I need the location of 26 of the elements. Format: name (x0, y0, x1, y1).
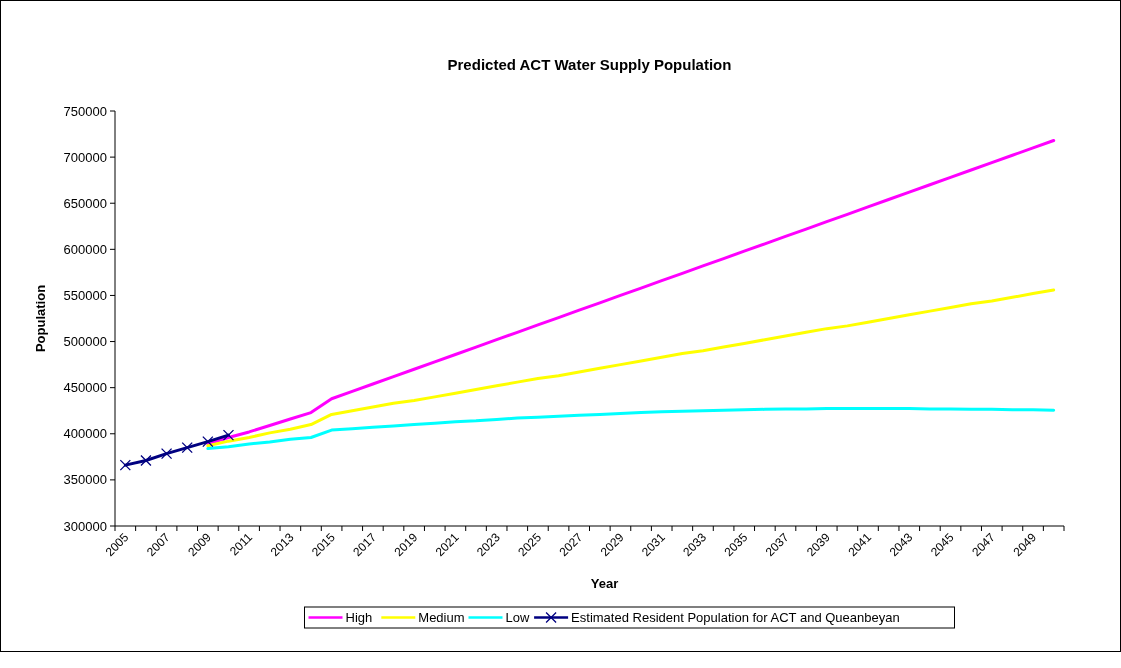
point (181, 441, 193, 454)
y-tick-label: 500000 (63, 334, 107, 350)
legend-label: High (345, 610, 373, 626)
legend-label: Low (505, 610, 530, 626)
y-tick-label: 600000 (63, 241, 107, 257)
point (119, 459, 131, 471)
y-tick-label: 350000 (63, 472, 107, 488)
y-tick-label: 550000 (63, 287, 107, 303)
x-axis-title: Year (590, 576, 619, 591)
y-tick-label: 450000 (63, 380, 107, 396)
y-tick-label: 700000 (63, 149, 107, 165)
line-series (206, 288, 1056, 448)
point (222, 429, 235, 441)
y-tick-label: 750000 (63, 103, 107, 119)
point (160, 447, 173, 460)
y-axis-title: Population (33, 284, 48, 353)
line-series (206, 406, 1056, 451)
y-tick-label: 300000 (63, 518, 107, 534)
legend-label: Medium (418, 610, 465, 626)
y-tick-label: 650000 (63, 195, 107, 211)
line-series (206, 139, 1056, 446)
chart-title: Predicted ACT Water Supply Population (447, 56, 732, 73)
legend-label: Estimated Resident Population for ACT and Queanbeyan (571, 610, 900, 626)
y-tick-label: 400000 (63, 426, 107, 442)
point (140, 454, 152, 467)
point (202, 435, 214, 448)
